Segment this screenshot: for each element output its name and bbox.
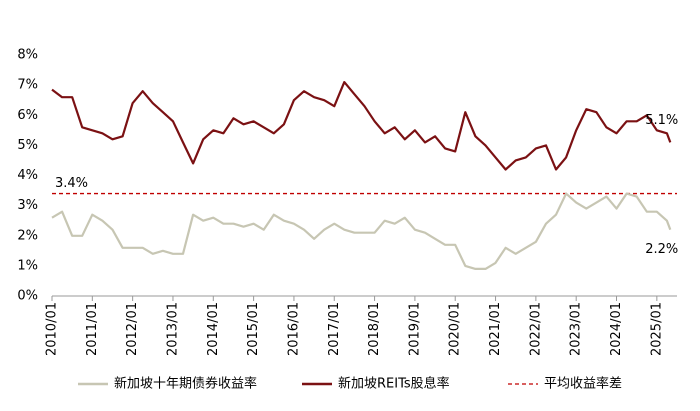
x-tick-label: 2018/01 [367, 302, 382, 356]
series-line [51, 81, 672, 171]
legend-label: 新加坡十年期债券收益率 [114, 376, 257, 392]
x-tick-label: 2016/01 [286, 302, 301, 356]
x-tick-label: 2022/01 [528, 302, 543, 356]
y-tick-label: 1% [17, 258, 38, 273]
x-tick-label: 2023/01 [569, 302, 584, 356]
x-tick-label: 2021/01 [488, 302, 503, 356]
y-tick-label: 2% [17, 228, 38, 243]
y-tick-label: 5% [17, 138, 38, 153]
x-tick-label: 2014/01 [206, 302, 221, 356]
series-line [51, 192, 672, 270]
x-tick-label: 2020/01 [448, 302, 463, 356]
legend-label: 新加坡REITs股息率 [338, 376, 450, 392]
x-tick-label: 2025/01 [649, 302, 664, 356]
data-label: 5.1% [645, 113, 678, 128]
y-tick-label: 3% [17, 198, 38, 213]
x-tick-label: 2019/01 [407, 302, 422, 356]
x-tick-label: 2012/01 [125, 302, 140, 356]
y-tick-label: 7% [17, 78, 38, 93]
legend-label: 平均收益率差 [544, 376, 622, 392]
y-tick-label: 4% [17, 168, 38, 183]
y-tick-label: 0% [17, 289, 38, 304]
x-tick-label: 2013/01 [165, 302, 180, 356]
reference-label: 3.4% [55, 176, 88, 191]
data-label: 2.2% [645, 242, 678, 257]
x-tick-label: 2010/01 [45, 302, 60, 356]
x-tick-label: 2015/01 [246, 302, 261, 356]
x-tick-label: 2024/01 [609, 302, 624, 356]
x-tick-label: 2011/01 [85, 302, 100, 356]
y-tick-label: 8% [17, 48, 38, 63]
legend: 新加坡十年期债券收益率 新加坡REITs股息率 平均收益率差 [78, 376, 622, 392]
x-tick-label: 2017/01 [327, 302, 342, 356]
y-tick-label: 6% [17, 108, 38, 123]
